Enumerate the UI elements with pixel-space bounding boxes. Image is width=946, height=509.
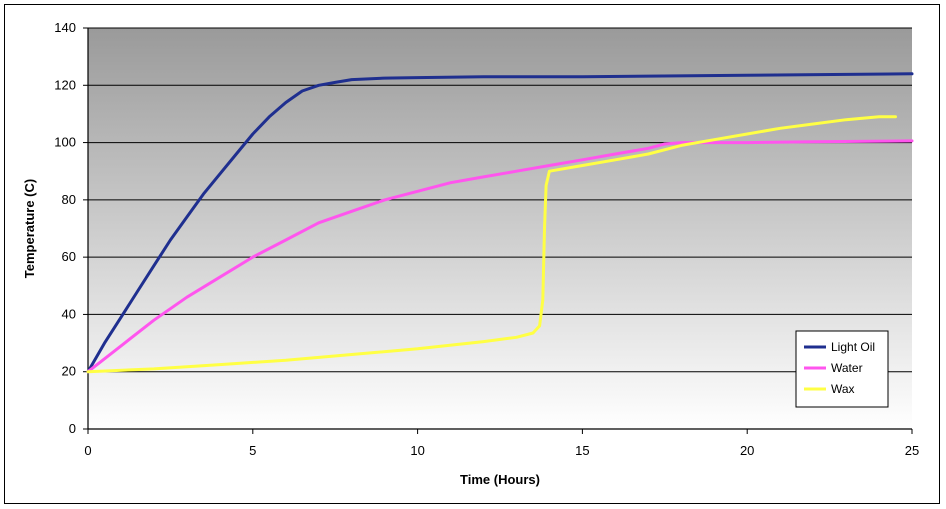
series-line-wax	[86, 115, 897, 374]
y-axis-title: Temperature (C)	[22, 179, 37, 278]
x-axis-title: Time (Hours)	[460, 472, 540, 487]
legend-label-water: Water	[831, 361, 863, 375]
y-tick-label: 80	[62, 192, 76, 207]
x-tick-label: 25	[905, 443, 919, 458]
plot-area	[88, 28, 912, 429]
y-tick-label: 40	[62, 306, 76, 321]
x-tick-label: 20	[740, 443, 754, 458]
x-tick-label: 10	[410, 443, 424, 458]
y-tick-label: 20	[62, 364, 76, 379]
y-tick-label: 140	[54, 20, 76, 35]
x-tick-label: 15	[575, 443, 589, 458]
y-tick-label: 100	[54, 135, 76, 150]
legend-label-light-oil: Light Oil	[831, 340, 875, 354]
y-tick-label: 0	[69, 421, 76, 436]
x-tick-label: 0	[84, 443, 91, 458]
legend-label-wax: Wax	[831, 382, 855, 396]
series-line-light-oil	[86, 72, 914, 374]
series-line-water	[86, 139, 914, 374]
x-tick-label: 5	[249, 443, 256, 458]
y-tick-label: 120	[54, 77, 76, 92]
y-tick-label: 60	[62, 249, 76, 264]
